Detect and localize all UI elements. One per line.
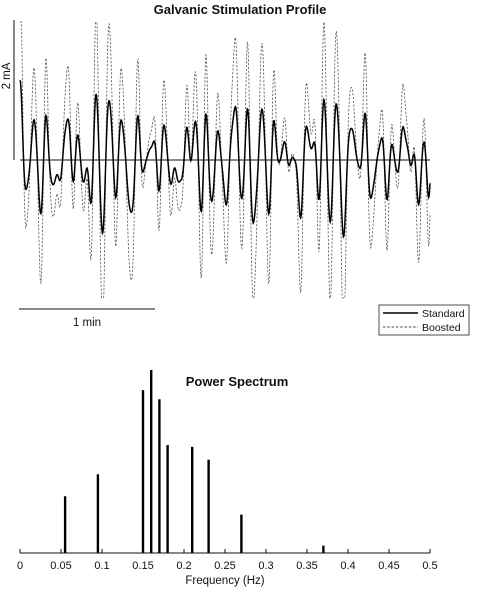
spectrum-bar xyxy=(141,390,145,553)
x-axis-label: Frequency (Hz) xyxy=(185,575,264,587)
x-tick-label: 0 xyxy=(17,560,23,572)
x-tick-label: 0.3 xyxy=(258,560,273,572)
legend: Standard Boosted xyxy=(378,304,470,336)
x-tick-label: 0.1 xyxy=(94,560,109,572)
spectrum-title: Power Spectrum xyxy=(186,374,289,389)
spectrum-bar xyxy=(150,370,153,553)
x-tick-label: 0.15 xyxy=(132,560,153,572)
spectrum-bar xyxy=(166,445,169,553)
x-tick-label: 0.4 xyxy=(340,560,355,572)
series-line-standard xyxy=(19,79,431,239)
x-axis-ticks: 0 0.05 0.1 0.15 0.2 0.25 0.3 0.35 0.4 0.45 0.5 xyxy=(17,549,438,572)
x-tick-label: 0.2 xyxy=(176,560,191,572)
legend-label-boosted: Boosted xyxy=(422,322,461,334)
x-tick-label: 0.25 xyxy=(214,560,235,572)
current-scale-label: 2 mA xyxy=(1,62,13,89)
x-tick-label: 0.45 xyxy=(378,560,399,572)
spectrum-bar xyxy=(96,474,100,553)
series-line-boosted xyxy=(20,21,431,299)
spectrum-bar xyxy=(322,545,325,553)
waveform-plot xyxy=(19,21,431,299)
spectrum-bar xyxy=(63,496,67,553)
legend-box xyxy=(378,304,470,336)
x-tick-label: 0.05 xyxy=(50,560,71,572)
x-tick-label: 0.35 xyxy=(296,560,317,572)
spectrum-plot xyxy=(63,370,325,553)
spectrum-bar xyxy=(158,399,161,553)
legend-label-standard: Standard xyxy=(422,308,465,320)
chart-title: Galvanic Stimulation Profile xyxy=(154,2,327,17)
spectrum-bar xyxy=(191,446,194,553)
time-scale-label: 1 min xyxy=(73,317,101,329)
x-tick-label: 0.5 xyxy=(422,560,437,572)
spectrum-bar xyxy=(207,459,210,553)
spectrum-bar xyxy=(240,514,243,553)
